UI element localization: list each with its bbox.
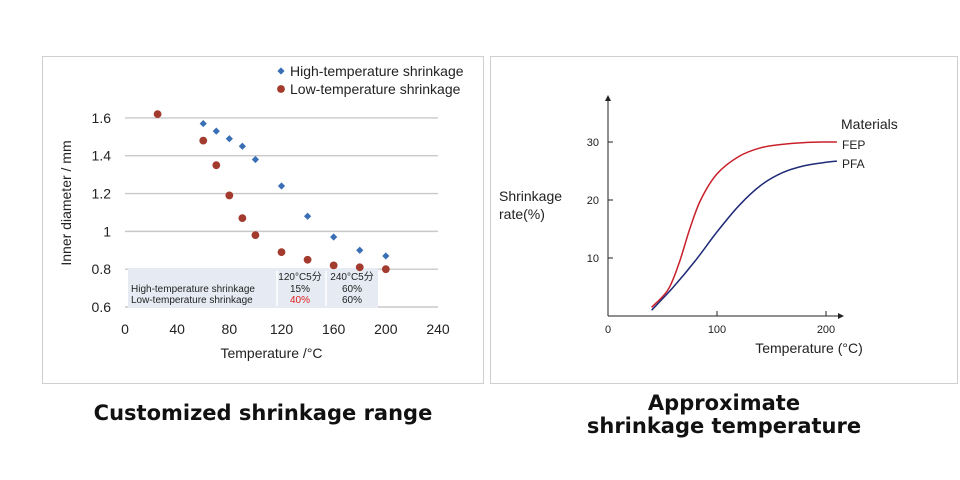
data-point-high-temp (277, 182, 286, 190)
x-tick-label: 40 (169, 321, 185, 337)
table-cell: 60% (342, 295, 362, 306)
data-point-low-temp (251, 231, 260, 240)
line-chart: 10 20 30 0 100 200 Temperature (°C) Shrinkage ra… (499, 95, 898, 356)
y-tick-label: 30 (587, 137, 599, 149)
legend-label: Low-temperature shrinkage (290, 81, 461, 97)
line-chart-panel: 10 20 30 0 100 200 Temperature (°C) Shrinkage ra… (490, 56, 958, 384)
x-tick-label: 160 (322, 321, 346, 337)
table-cell: 40% (290, 295, 310, 306)
series-line-pfa (651, 160, 837, 311)
data-point-high-temp (225, 135, 233, 143)
data-point-low-temp (303, 255, 312, 264)
legend-marker-high-temp (277, 67, 285, 75)
series-line-fep (651, 141, 837, 308)
data-point-low-temp (381, 265, 390, 274)
x-tick-label: 80 (222, 321, 238, 337)
y-axis-arrow (605, 95, 611, 101)
data-point-high-temp (238, 142, 246, 150)
table-row-label: High-temperature shrinkage (131, 284, 255, 295)
x-tick-label: 200 (817, 324, 835, 336)
data-point-high-temp (356, 246, 364, 254)
y-tick-label: 1 (103, 223, 111, 239)
y-tick-label: 20 (587, 195, 599, 207)
legend-label: High-temperature shrinkage (290, 63, 464, 79)
x-tick-label: 240 (426, 321, 450, 337)
x-tick-label: 120 (270, 321, 294, 337)
x-tick-label: 100 (708, 324, 726, 336)
data-point-high-temp (330, 233, 338, 241)
y-tick-label: 0.8 (92, 261, 112, 277)
data-point-high-temp (382, 252, 390, 260)
legend-marker-low-temp (277, 85, 285, 93)
shrinkage-table (128, 268, 378, 308)
x-axis-label: Temperature (°C) (755, 340, 863, 356)
data-point-low-temp (277, 248, 286, 257)
data-point-low-temp (355, 263, 364, 272)
x-tick-label: 0 (121, 321, 129, 337)
data-point-low-temp (199, 136, 208, 145)
x-axis-arrow (838, 313, 844, 319)
table-cell: 15% (290, 284, 310, 295)
caption-left: Customized shrinkage range (93, 401, 433, 425)
table-header: 240°C5分 (330, 271, 373, 283)
data-point-low-temp (225, 191, 234, 200)
data-point-low-temp (238, 214, 247, 223)
series-label-pfa: PFA (842, 157, 865, 171)
y-tick-label: 0.6 (92, 299, 112, 315)
scatter-chart: 0.6 0.8 1 1.2 1.4 1.6 0 40 80 120 160 200 240 Tempera… (58, 63, 464, 361)
y-tick-label: 10 (587, 253, 599, 265)
data-point-high-temp (303, 212, 312, 220)
y-axis-label: Inner diameter / mm (58, 140, 74, 265)
legend-title: Materials (841, 116, 898, 132)
table-row-label: Low-temperature shrinkage (131, 295, 253, 306)
data-point-high-temp (199, 119, 207, 128)
y-tick-label: 1.4 (92, 148, 112, 164)
y-tick-label: 1.2 (92, 186, 112, 202)
series-label-fep: FEP (842, 138, 865, 152)
y-tick-label: 1.6 (92, 110, 112, 126)
table-header: 120°C5分 (278, 271, 321, 283)
scatter-chart-panel: 0.6 0.8 1 1.2 1.4 1.6 0 40 80 120 160 200 240 Tempera… (42, 56, 484, 384)
data-point-high-temp (251, 155, 260, 164)
data-point-low-temp (329, 261, 338, 270)
y-axis-label: Shrinkage rate(%) (499, 188, 562, 222)
x-axis-label: Temperature /°C (220, 345, 322, 361)
data-point-high-temp (212, 127, 220, 135)
table-cell: 60% (342, 284, 362, 295)
data-point-low-temp (212, 161, 221, 170)
x-tick-label: 0 (605, 324, 611, 336)
data-point-low-temp (153, 110, 162, 119)
caption-right: Approximate shrinkage temperature (586, 391, 862, 438)
x-tick-label: 200 (374, 321, 398, 337)
